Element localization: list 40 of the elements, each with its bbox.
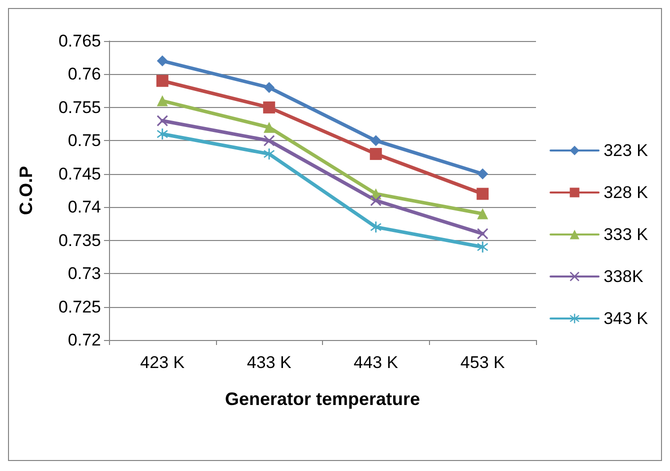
y-tick-label: 0.755 <box>58 98 101 117</box>
legend-label: 333 K <box>604 225 649 244</box>
point <box>477 208 488 220</box>
point <box>156 115 168 126</box>
y-tick-label: 0.72 <box>68 330 101 350</box>
point <box>156 128 168 140</box>
point <box>477 241 488 252</box>
x-axis-title: Generator temperature <box>224 389 420 409</box>
y-tick-label: 0.765 <box>58 32 101 50</box>
y-tick-label: 0.735 <box>58 230 101 250</box>
point <box>263 101 276 114</box>
x-tick-label: 453 K <box>460 353 506 372</box>
legend-label: 338K <box>604 267 644 286</box>
point <box>156 74 168 87</box>
point <box>370 135 382 146</box>
y-tick-label: 0.73 <box>68 264 101 284</box>
y-tick-label: 0.76 <box>68 64 101 84</box>
y-tick-label: 0.75 <box>68 131 101 150</box>
point <box>477 228 488 240</box>
y-tick-label: 0.725 <box>58 297 101 316</box>
point <box>370 148 382 160</box>
y-axis-title: C.O.P <box>16 166 36 216</box>
point <box>264 148 275 160</box>
legend-label: 343 K <box>604 309 649 328</box>
legend-label: 328 K <box>604 183 649 202</box>
point <box>370 222 382 233</box>
point <box>264 135 275 146</box>
x-tick-label: 423 K <box>140 353 186 372</box>
point <box>476 188 489 200</box>
x-tick-label: 433 K <box>246 353 292 372</box>
point <box>264 82 275 94</box>
point <box>264 122 275 133</box>
legend-label: 323 K <box>604 141 649 160</box>
point <box>156 95 168 106</box>
point <box>156 55 168 66</box>
point <box>370 194 382 206</box>
point <box>477 168 488 180</box>
y-tick-label: 0.74 <box>68 198 101 217</box>
y-tick-label: 0.745 <box>58 164 101 184</box>
x-tick-label: 443 K <box>354 353 399 372</box>
